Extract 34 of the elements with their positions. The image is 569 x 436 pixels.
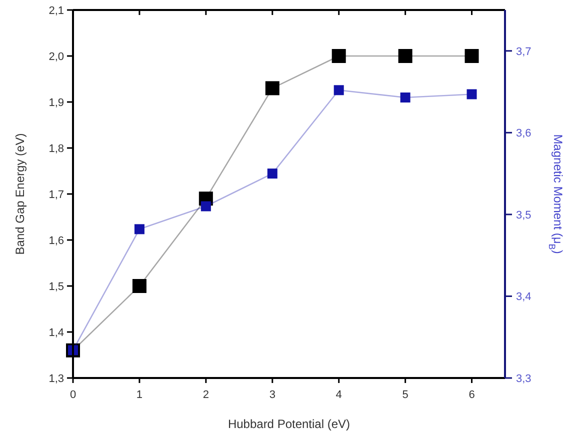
point [464,49,479,63]
y-tick-label: 2,0 [48,51,64,63]
point [466,89,477,100]
point [332,49,346,63]
y-tick-label: 2,1 [48,5,64,17]
point [132,279,146,293]
point [134,224,144,234]
point [265,81,280,96]
x-axis-title: Hubbard Potential (eV) [228,417,350,431]
y2-tick-label: 3,4 [516,291,532,304]
y-tick-label: 1,3 [48,373,64,385]
y-tick-label: 1,7 [48,189,64,201]
x-tick-label: 4 [336,389,342,401]
y-tick-label: 1,6 [48,235,64,247]
y-tick-label: 1,4 [48,327,64,339]
y2-tick-label: 3,6 [516,128,532,140]
point [398,49,412,63]
point [200,201,211,212]
y2-tick-label: 3,5 [516,209,532,222]
y-tick-label: 1,8 [48,143,64,155]
y-tick-label: 1,9 [48,97,64,109]
y-axis-title: Band Gap Energy (eV) [13,133,27,255]
x-tick-label: 2 [202,389,209,401]
point [267,168,278,179]
point [334,85,344,96]
point [400,92,410,102]
x-tick-label: 0 [70,389,76,401]
x-tick-label: 1 [136,389,143,401]
x-tick-label: 6 [468,389,475,401]
y-tick-label: 1,5 [48,281,64,293]
x-tick-label: 5 [402,389,408,401]
x-tick-label: 3 [269,389,276,401]
y2-tick-label: 3,3 [516,373,532,385]
y2-tick-label: 3,7 [516,46,532,58]
